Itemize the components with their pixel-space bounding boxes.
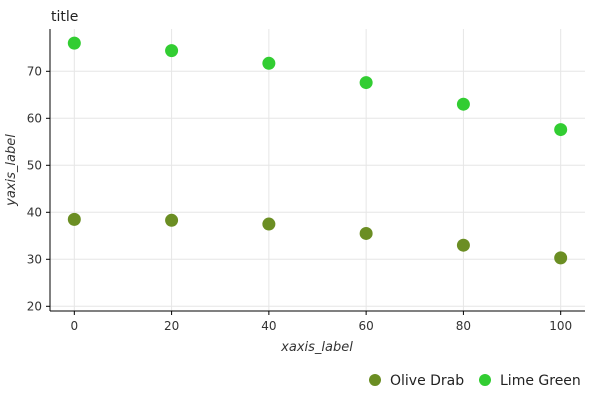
legend-swatch-lime-green [479, 374, 491, 386]
legend-label-lime-green: Lime Green [500, 373, 581, 389]
x-tick-label: 20 [164, 319, 179, 333]
x-tick-label: 40 [261, 319, 276, 333]
x-axis-label: xaxis_label [280, 340, 353, 355]
y-tick-label: 30 [27, 252, 42, 266]
legend-swatch-olive-drab [369, 374, 381, 386]
point-lime-green [456, 97, 470, 111]
x-tick-label: 80 [456, 319, 471, 333]
y-axis-label: yaxis_label [4, 134, 19, 207]
point-olive-drab [554, 251, 568, 265]
point-lime-green [262, 56, 276, 70]
x-tick-label: 60 [358, 319, 373, 333]
x-tick-label: 100 [549, 319, 572, 333]
x-tick-label: 0 [70, 319, 78, 333]
legend: Olive Drab Lime Green [369, 373, 581, 389]
point-olive-drab [456, 238, 470, 252]
grid [50, 29, 585, 311]
point-lime-green [67, 36, 81, 50]
x-tick-labels: 0 20 40 60 80 100 [70, 311, 572, 333]
point-olive-drab [67, 212, 81, 226]
y-tick-label: 60 [27, 111, 42, 125]
point-lime-green [359, 76, 373, 90]
y-tick-label: 70 [27, 64, 42, 78]
legend-label-olive-drab: Olive Drab [390, 373, 464, 389]
y-tick-label: 40 [27, 205, 42, 219]
data-points [67, 36, 568, 265]
point-olive-drab [359, 226, 373, 240]
point-olive-drab [165, 213, 179, 227]
y-tick-label: 20 [27, 299, 42, 313]
chart-title: title [51, 9, 78, 25]
point-lime-green [165, 44, 179, 58]
y-tick-label: 50 [27, 158, 42, 172]
y-tick-labels: 20 30 40 50 60 70 [27, 64, 50, 313]
point-olive-drab [262, 217, 276, 231]
point-lime-green [554, 123, 568, 137]
